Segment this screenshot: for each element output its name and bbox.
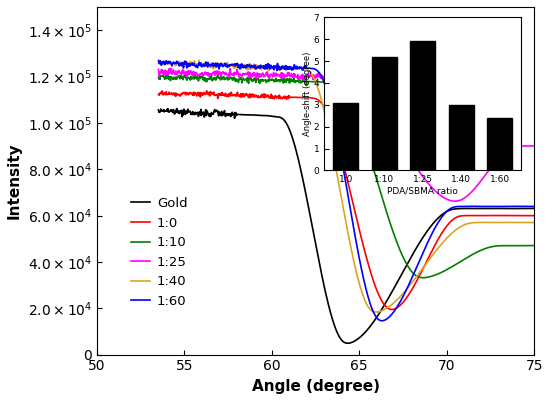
1:0 <box>261 95 268 100</box>
1:25 <box>531 144 537 148</box>
Y-axis label: Intensity: Intensity <box>7 142 22 219</box>
1:40 <box>229 64 236 69</box>
1:25 <box>310 73 317 77</box>
1:60 <box>393 306 400 310</box>
1:60 <box>155 58 162 63</box>
1:10 <box>531 243 537 248</box>
Gold <box>155 107 162 112</box>
Gold <box>344 341 351 346</box>
1:40 <box>155 61 162 66</box>
1:0 <box>278 95 285 100</box>
1:25 <box>229 72 236 77</box>
X-axis label: Angle (degree): Angle (degree) <box>251 379 380 394</box>
1:40 <box>373 310 380 314</box>
Gold <box>394 280 400 285</box>
Gold <box>310 231 317 236</box>
1:0 <box>310 96 317 101</box>
1:25 <box>155 67 162 72</box>
1:10 <box>393 239 400 244</box>
1:25 <box>452 199 458 204</box>
1:60 <box>379 318 386 323</box>
1:10 <box>310 79 317 84</box>
1:40 <box>196 58 202 63</box>
1:0 <box>204 88 210 93</box>
1:25 <box>393 134 400 138</box>
1:10 <box>420 275 426 280</box>
1:0 <box>155 92 162 97</box>
1:40 <box>310 75 317 80</box>
Line: 1:0: 1:0 <box>158 91 534 310</box>
1:10 <box>155 75 162 80</box>
1:0 <box>531 213 537 218</box>
1:60 <box>531 204 537 209</box>
1:25 <box>261 73 268 78</box>
1:40 <box>394 298 400 302</box>
1:10 <box>229 78 236 83</box>
Line: 1:60: 1:60 <box>158 61 534 321</box>
1:40 <box>531 220 537 225</box>
1:0 <box>354 220 361 225</box>
Legend: Gold, 1:0, 1:10, 1:25, 1:40, 1:60: Gold, 1:0, 1:10, 1:25, 1:40, 1:60 <box>125 192 193 313</box>
Line: 1:25: 1:25 <box>158 68 534 201</box>
1:10 <box>261 78 268 83</box>
1:25 <box>278 73 285 78</box>
1:10 <box>278 76 285 81</box>
1:40 <box>278 66 285 71</box>
Gold <box>278 116 285 121</box>
1:60 <box>310 66 316 71</box>
1:60 <box>278 67 285 72</box>
1:60 <box>354 244 360 249</box>
1:0 <box>388 307 395 312</box>
Gold <box>531 206 537 211</box>
1:0 <box>394 306 400 310</box>
Gold <box>229 111 236 116</box>
Gold <box>261 113 268 118</box>
1:25 <box>168 66 174 71</box>
Line: 1:40: 1:40 <box>158 61 534 312</box>
Gold <box>173 106 180 111</box>
1:25 <box>354 82 361 87</box>
1:60 <box>229 62 235 67</box>
1:40 <box>261 65 268 70</box>
1:40 <box>354 274 361 279</box>
1:10 <box>354 117 361 122</box>
1:0 <box>229 92 236 97</box>
1:60 <box>261 63 267 68</box>
Line: 1:10: 1:10 <box>158 75 534 278</box>
Gold <box>355 336 361 341</box>
1:10 <box>191 72 198 77</box>
Line: Gold: Gold <box>158 109 534 343</box>
